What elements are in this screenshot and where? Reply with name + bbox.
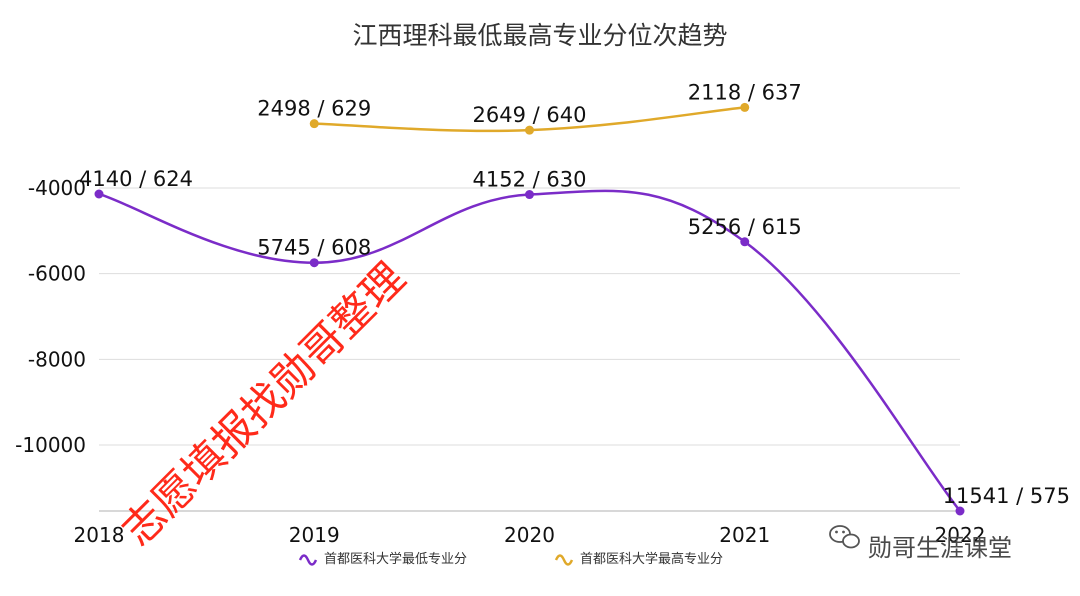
watermark-text: 志愿填报找勋哥整理	[112, 253, 414, 555]
data-label: 2649 / 640	[473, 103, 587, 127]
data-point[interactable]	[740, 237, 750, 247]
data-label: 11541 / 575	[943, 484, 1070, 508]
x-tick-label: 2022	[935, 523, 986, 547]
data-label: 4140 / 624	[79, 167, 193, 191]
data-labels: 4140 / 624 5745 / 608 4152 / 630 5256 / 615…	[79, 80, 1070, 508]
x-tick-label: 2020	[504, 523, 555, 547]
data-point[interactable]	[525, 125, 534, 135]
wechat-badge: 勋哥生涯课堂	[829, 525, 1012, 562]
data-points	[94, 102, 965, 516]
wechat-icon	[829, 525, 860, 549]
data-label: 5256 / 615	[688, 215, 802, 239]
data-point[interactable]	[309, 119, 319, 129]
x-tick-label: 2018	[74, 523, 125, 547]
legend-swatch-icon	[298, 554, 318, 566]
legend-item-1[interactable]: 首都医科大学最高专业分	[554, 551, 723, 567]
chart-title: 江西理科最低最高专业分位次趋势	[352, 21, 727, 50]
series-line-0	[98, 189, 961, 512]
y-tick-label: -4000	[28, 176, 86, 200]
data-point[interactable]	[740, 102, 750, 112]
y-tick-label: -8000	[28, 347, 86, 371]
source-badge-text: 勋哥生涯课堂	[868, 534, 1012, 562]
y-axis-ticks: -4000 -6000 -8000 -10000	[15, 176, 86, 457]
y-tick-label: -6000	[28, 262, 86, 286]
legend[interactable]: 首都医科大学最低专业分 首都医科大学最高专业分	[298, 551, 723, 567]
x-tick-label: 2021	[719, 523, 770, 547]
legend-swatch-icon	[554, 554, 574, 566]
legend-item-0[interactable]: 首都医科大学最低专业分	[298, 551, 467, 567]
x-axis-ticks: 2018 2019 2020 2021 2022	[74, 523, 986, 547]
data-point[interactable]	[525, 190, 534, 200]
legend-label: 首都医科大学最高专业分	[580, 551, 723, 567]
data-point[interactable]	[94, 189, 104, 199]
grid-lines	[99, 187, 960, 512]
data-label: 5745 / 608	[257, 236, 371, 260]
legend-label: 首都医科大学最低专业分	[324, 551, 467, 567]
data-point[interactable]	[955, 506, 965, 516]
data-label: 4152 / 630	[473, 168, 587, 192]
data-label: 2118 / 637	[688, 80, 802, 104]
data-label: 2498 / 629	[257, 97, 371, 121]
x-tick-label: 2019	[289, 523, 340, 547]
y-tick-label: -10000	[15, 433, 86, 457]
data-point[interactable]	[309, 258, 319, 268]
